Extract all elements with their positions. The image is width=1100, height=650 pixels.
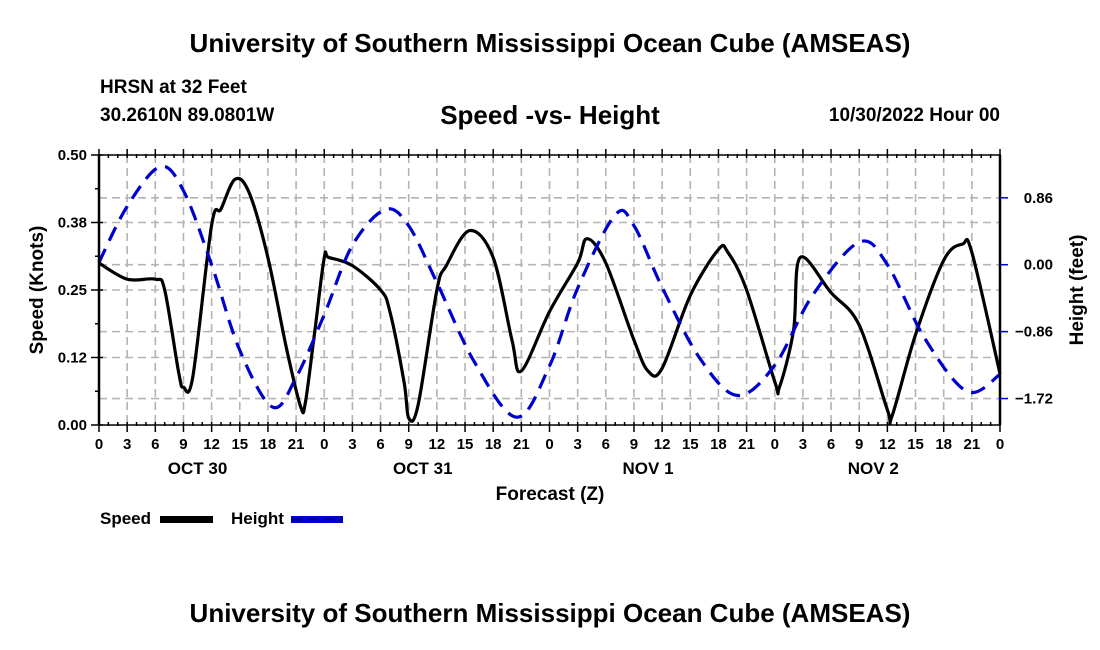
x-tick-label: 6 [376,436,384,453]
x-tick-label: 21 [513,436,530,453]
day-label: NOV 2 [848,459,899,478]
x-tick-label: 21 [964,436,981,453]
legend [160,516,343,523]
footer-title: University of Southern Mississippi Ocean… [189,598,911,628]
x-tick-label: 12 [429,436,446,453]
y-tick-label: 0.12 [58,350,87,367]
x-tick-label: 0 [95,436,103,453]
x-tick-label: 18 [260,436,277,453]
page-title: University of Southern Mississippi Ocean… [189,28,911,58]
x-tick-label: 18 [935,436,952,453]
x-tick-label: 18 [485,436,502,453]
series-line-speed [98,176,1002,426]
legend-speed-swatch [160,516,213,523]
x-axis-label: Forecast (Z) [496,484,605,505]
y2-tick-label: −1.72 [1015,391,1053,408]
x-tick-label: 0 [996,436,1004,453]
x-tick-label: 15 [457,436,474,453]
x-tick-label: 9 [855,436,863,453]
y-tick-label: 0.25 [58,282,87,299]
axes: 0 3 6 9 12 15 18 21 0 3 6 9 12 15 18 21 0 3 6 9 12 15 18 21 0 3 6 9… [58,147,1053,478]
x-tick-label: 12 [879,436,896,453]
x-tick-label: 21 [738,436,755,453]
legend-height-label: Height [231,509,284,528]
x-tick-label: 9 [630,436,638,453]
x-tick-label: 3 [348,436,356,453]
coordinates-label: 30.2610N 89.0801W [100,105,275,126]
x-tick-label: 0 [545,436,553,453]
x-tick-label: 3 [123,436,131,453]
run-time-label: 10/30/2022 Hour 00 [828,105,1000,126]
chart-title: Speed -vs- Height [440,100,660,130]
x-tick-label: 3 [573,436,581,453]
x-tick-label: 6 [827,436,835,453]
grid [99,155,1000,425]
y-tick-label: 0.00 [58,417,87,434]
x-tick-label: 12 [203,436,220,453]
y2-tick-label: 0.86 [1024,190,1053,207]
x-tick-label: 15 [907,436,924,453]
x-tick-label: 0 [771,436,779,453]
x-tick-label: 12 [654,436,671,453]
series-line-height [97,164,1001,419]
y2-tick-label: 0.00 [1024,257,1053,274]
x-tick-label: 3 [799,436,807,453]
x-tick-label: 9 [179,436,187,453]
x-tick-label: 0 [320,436,328,453]
y2-axis-label: Height (feet) [1067,235,1088,346]
x-tick-label: 6 [151,436,159,453]
x-tick-label: 18 [710,436,727,453]
station-label: HRSN at 32 Feet [100,77,247,98]
y-tick-label: 0.38 [58,215,87,232]
y-axis-label: Speed (Knots) [27,226,48,355]
x-tick-label: 21 [288,436,305,453]
x-tick-label: 15 [682,436,699,453]
day-label: OCT 30 [168,459,228,478]
day-label: NOV 1 [623,459,674,478]
x-tick-label: 6 [602,436,610,453]
x-tick-label: 15 [231,436,248,453]
y-tick-label: 0.50 [58,147,87,164]
series-layer [97,164,1002,426]
legend-speed-label: Speed [100,509,152,528]
y2-tick-label: −0.86 [1015,324,1053,341]
x-tick-label: 9 [405,436,413,453]
day-label: OCT 31 [393,459,453,478]
